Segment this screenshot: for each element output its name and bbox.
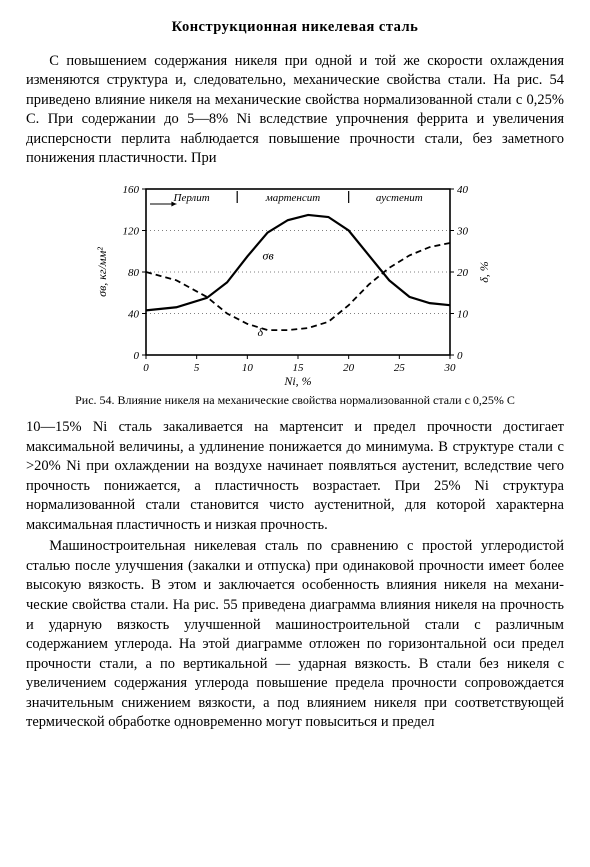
page-title: Конструкционная никелевая сталь — [26, 18, 564, 38]
svg-text:120: 120 — [123, 225, 140, 237]
svg-text:Ni, %: Ni, % — [283, 374, 311, 388]
svg-text:30: 30 — [456, 225, 469, 237]
svg-text:0: 0 — [134, 350, 140, 362]
svg-text:Перлит: Перлит — [173, 192, 210, 204]
svg-text:10: 10 — [457, 308, 469, 320]
svg-text:25: 25 — [394, 362, 406, 374]
svg-text:40: 40 — [128, 308, 140, 320]
paragraph-3: Машиностроительная никелевая сталь по ср… — [26, 537, 564, 733]
svg-text:0: 0 — [457, 350, 463, 362]
svg-text:20: 20 — [457, 267, 469, 279]
svg-text:20: 20 — [343, 362, 355, 374]
svg-text:аустенит: аустенит — [376, 192, 423, 204]
svg-text:σв, кг/мм²: σв, кг/мм² — [95, 247, 109, 297]
svg-text:80: 80 — [128, 267, 140, 279]
svg-text:30: 30 — [444, 362, 457, 374]
svg-text:15: 15 — [293, 362, 305, 374]
figure-54-caption: Рис. 54. Влияние никеля на механические … — [26, 393, 564, 408]
svg-text:10: 10 — [242, 362, 254, 374]
svg-text:σв: σв — [263, 248, 274, 262]
svg-text:δ: δ — [257, 325, 263, 339]
paragraph-2: 10—15% Ni сталь закаливается на мартенси… — [26, 418, 564, 535]
figure-54: 0 40 80 120 160 0 10 20 30 40 0 5 10 15 20 25 30 Ni, % σв,… — [90, 179, 500, 389]
svg-text:5: 5 — [194, 362, 200, 374]
paragraph-1: С повышением содержания никеля при одной… — [26, 52, 564, 169]
figure-54-chart: 0 40 80 120 160 0 10 20 30 40 0 5 10 15 20 25 30 Ni, % σв,… — [90, 179, 500, 389]
svg-text:40: 40 — [457, 184, 469, 196]
svg-text:мартенсит: мартенсит — [265, 192, 321, 204]
svg-text:160: 160 — [123, 184, 140, 196]
svg-text:0: 0 — [143, 362, 149, 374]
svg-text:δ, %: δ, % — [477, 261, 491, 283]
